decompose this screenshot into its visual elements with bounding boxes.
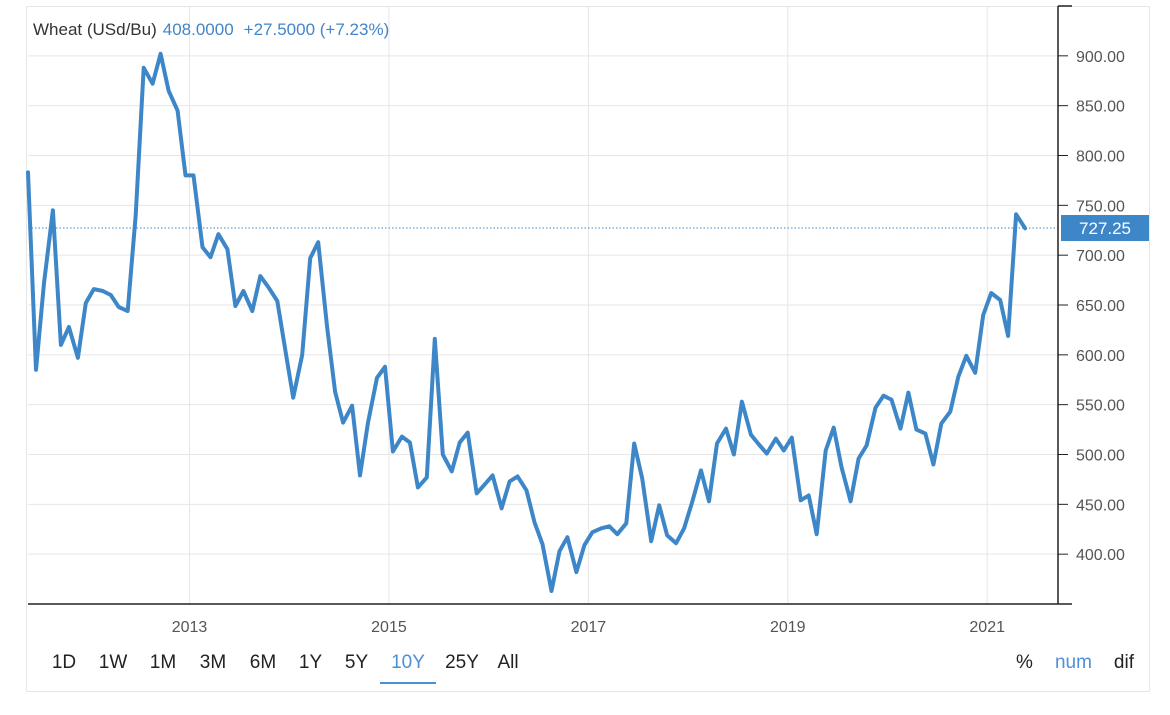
mode-button-percent[interactable]: % <box>1016 652 1033 673</box>
range-button-1d[interactable]: 1D <box>51 652 77 673</box>
x-tick-label: 2017 <box>571 619 607 636</box>
y-tick-label: 600.00 <box>1076 348 1125 365</box>
range-button-1y[interactable]: 1Y <box>298 652 323 673</box>
series-line <box>26 51 1028 593</box>
legend-name: Wheat (USd/Bu) <box>33 20 157 39</box>
mode-button-num[interactable]: num <box>1054 652 1092 673</box>
y-tick-label: 650.00 <box>1076 298 1125 315</box>
chart-legend: Wheat (USd/Bu) 408.0000 +27.5000 (+7.23%) <box>33 20 389 40</box>
range-button-1w[interactable]: 1W <box>98 652 128 673</box>
range-button-10y[interactable]: 10Y <box>380 650 436 684</box>
y-tick-label: 850.00 <box>1076 99 1125 116</box>
grid-lines <box>28 6 1058 604</box>
range-button-6m[interactable]: 6M <box>249 652 277 673</box>
y-tick-label: 450.00 <box>1076 497 1125 514</box>
range-button-5y[interactable]: 5Y <box>344 652 369 673</box>
y-tick-label: 900.00 <box>1076 49 1125 66</box>
legend-value: 408.0000 <box>162 20 234 39</box>
y-tick-label: 800.00 <box>1076 149 1125 166</box>
last-value-flag <box>1061 215 1149 242</box>
x-tick-label: 2013 <box>172 619 208 636</box>
range-selector: 1D 1W 1M 3M 6M 1Y 5Y 10Y 25Y All <box>40 650 528 684</box>
y-tick-label: 750.00 <box>1076 198 1125 215</box>
y-tick-label: 550.00 <box>1076 398 1125 415</box>
mode-button-dif[interactable]: dif <box>1113 652 1134 673</box>
range-button-all[interactable]: All <box>497 652 519 673</box>
legend-change: +27.5000 (+7.23%) <box>243 20 390 39</box>
range-button-1m[interactable]: 1M <box>149 652 177 673</box>
y-tick-label: 500.00 <box>1076 448 1125 465</box>
mode-selector: % num dif <box>1016 652 1134 674</box>
y-tick-label: 700.00 <box>1076 248 1125 265</box>
x-tick-label: 2015 <box>371 619 407 636</box>
y-tick-label: 400.00 <box>1076 547 1125 564</box>
axes <box>28 5 1072 605</box>
last-value-label: 727.25 <box>1079 219 1131 238</box>
series-layer <box>26 51 1028 593</box>
range-button-25y[interactable]: 25Y <box>445 652 479 673</box>
x-tick-label: 2021 <box>969 619 1005 636</box>
tick-labels: 400.00 450.00 500.00 550.00 600.00 650.00 700.… <box>172 49 1149 636</box>
x-tick-label: 2019 <box>770 619 806 636</box>
range-button-3m[interactable]: 3M <box>199 652 227 673</box>
